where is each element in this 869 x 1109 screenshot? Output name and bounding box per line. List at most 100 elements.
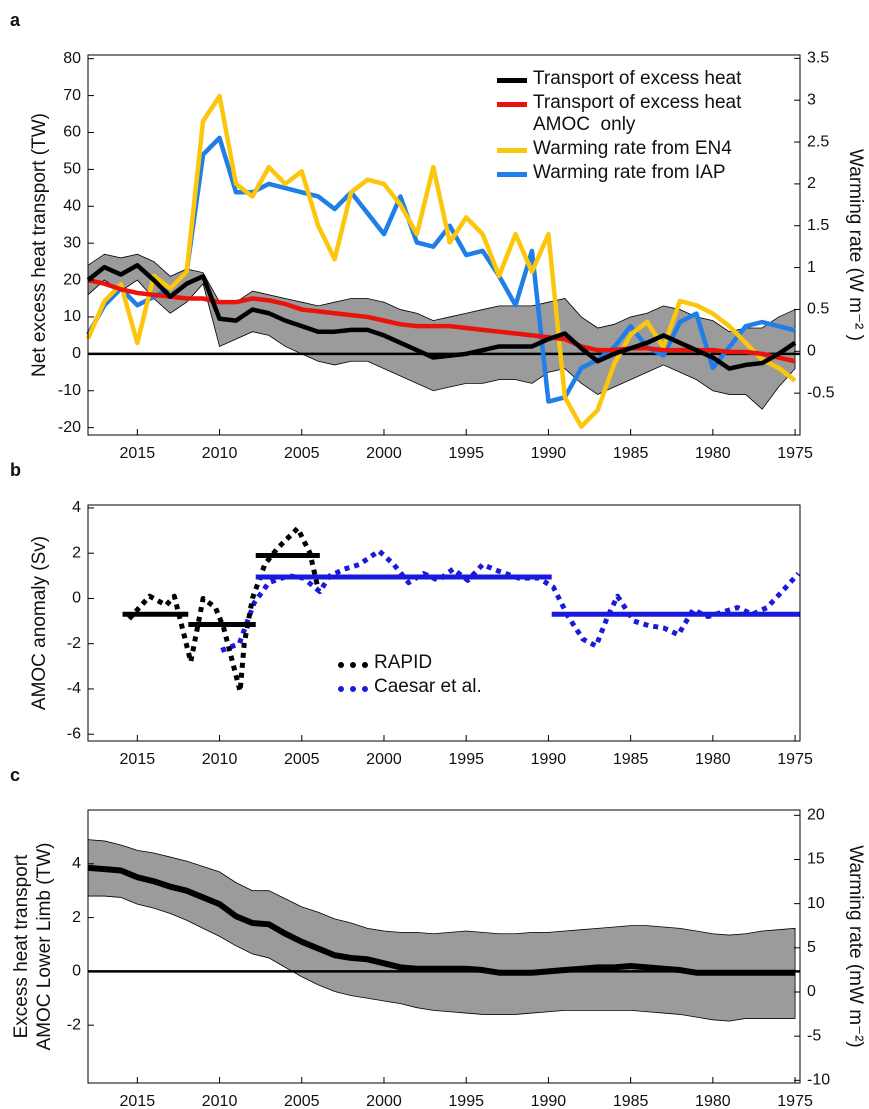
x-tick-label: 1990	[531, 751, 567, 768]
y-tick-label: 2	[72, 544, 81, 561]
x-tick-label: 1995	[448, 445, 484, 462]
uncertainty-band	[87, 839, 796, 1022]
x-tick-label: 2010	[202, 445, 238, 462]
legend: RAPID Caesar et al.	[338, 652, 482, 700]
series-line	[86, 135, 796, 404]
y-tick-label: 0	[72, 590, 81, 607]
x-tick-label: 1990	[531, 445, 567, 462]
series-line	[220, 548, 801, 653]
y2-tick-label: -10	[807, 1072, 830, 1089]
y2-tick-label: 0	[807, 983, 816, 1000]
y-tick-label: -10	[58, 382, 81, 399]
legend: Transport of excess heat Transport of exc…	[497, 68, 741, 186]
swatch	[497, 102, 527, 107]
plot-frame	[87, 54, 801, 436]
y2-tick-label: 0	[807, 343, 816, 360]
x-tick-label: 2015	[120, 445, 156, 462]
label: Warming rate from EN4	[533, 138, 732, 159]
label: Caesar et al.	[374, 676, 482, 697]
x-tick-label: 1975	[777, 1093, 813, 1109]
y2-tick-label: 20	[807, 807, 825, 824]
y2-tick-label: 0.5	[807, 301, 829, 318]
y2-tick-label: 3	[807, 91, 816, 108]
y2-tick-label: 2.5	[807, 133, 829, 150]
y2-tick-label: 1.5	[807, 217, 829, 234]
x-tick-label: 1985	[613, 1093, 649, 1109]
y2-tick-label: 5	[807, 939, 816, 956]
x-tick-label: 2010	[202, 1093, 238, 1109]
plot-frame	[87, 504, 801, 742]
y-tick-label: -2	[67, 1016, 81, 1033]
y-tick-label: 40	[63, 197, 81, 214]
entry: Transport of excess heat	[497, 68, 741, 90]
y-tick-label: 20	[63, 271, 81, 288]
x-tick-label: 1980	[695, 445, 731, 462]
y-tick-label: 0	[72, 345, 81, 362]
y-axis-label: Net excess heat transport (TW)	[29, 113, 50, 377]
x-tick-label: 2010	[202, 751, 238, 768]
plot-frame	[87, 809, 801, 1084]
y-tick-label: 2	[72, 909, 81, 926]
swatch	[497, 172, 527, 177]
y-tick-label: 60	[63, 124, 81, 141]
entry: RAPID	[338, 652, 482, 674]
swatch	[338, 686, 368, 692]
label: RAPID	[374, 652, 433, 673]
x-tick-label: 2015	[120, 751, 156, 768]
x-tick-label: 2005	[284, 751, 320, 768]
y2-tick-label: -5	[807, 1027, 821, 1044]
x-tick-label: 1975	[777, 445, 813, 462]
x-tick-label: 2005	[284, 1093, 320, 1109]
entry: Caesar et al.	[338, 676, 482, 698]
y2-axis-label: Warming rate (mW m⁻²)	[845, 845, 866, 1047]
panel-label: c	[10, 765, 20, 785]
y-tick-label: 4	[72, 855, 81, 872]
series-line	[87, 864, 796, 976]
label: Warming rate from IAP	[533, 162, 726, 183]
x-tick-label: 1985	[613, 751, 649, 768]
panel-label: b	[10, 460, 21, 480]
y-tick-label: -6	[67, 725, 81, 742]
x-tick-label: 2000	[366, 445, 402, 462]
x-tick-label: 1990	[531, 1093, 567, 1109]
uncertainty-band	[87, 253, 796, 410]
y-tick-label: 80	[63, 50, 81, 67]
x-tick-label: 1975	[777, 751, 813, 768]
y2-tick-label: 3.5	[807, 50, 829, 67]
entry: Transport of excess heat AMOC only	[497, 92, 741, 136]
y-tick-label: -20	[58, 419, 81, 436]
label: Transport of excess heat AMOC only	[533, 92, 742, 135]
entry: Warming rate from IAP	[497, 162, 741, 184]
x-tick-label: 2015	[120, 1093, 156, 1109]
entry: Warming rate from EN4	[497, 138, 741, 160]
y2-tick-label: -0.5	[807, 384, 835, 401]
swatch	[497, 78, 527, 83]
x-tick-label: 1995	[448, 1093, 484, 1109]
panel-label: a	[10, 10, 21, 30]
y-tick-label: 30	[63, 234, 81, 251]
series-line	[87, 277, 796, 364]
y-tick-label: 4	[72, 499, 81, 516]
y-axis-label: Excess heat transport	[11, 854, 32, 1038]
x-tick-label: 1995	[448, 751, 484, 768]
x-tick-label: 2000	[366, 751, 402, 768]
y-tick-label: -2	[67, 635, 81, 652]
series-line	[86, 263, 797, 371]
x-tick-label: 1980	[695, 751, 731, 768]
series-line	[85, 93, 797, 429]
series-line	[127, 525, 321, 694]
y-tick-label: -4	[67, 680, 81, 697]
y-tick-label: 70	[63, 87, 81, 104]
y2-axis-label: Warming rate (W m⁻² )	[845, 149, 866, 341]
y-axis-label: AMOC anomaly (Sv)	[29, 536, 50, 710]
y-axis-label: AMOC Lower Limb (TW)	[34, 843, 55, 1051]
y2-tick-label: 10	[807, 895, 825, 912]
label: Transport of excess heat	[533, 68, 742, 89]
swatch	[338, 662, 368, 668]
x-tick-label: 2000	[366, 1093, 402, 1109]
y2-tick-label: 2	[807, 175, 816, 192]
x-tick-label: 1980	[695, 1093, 731, 1109]
y-tick-label: 0	[72, 963, 81, 980]
y-tick-label: 50	[63, 161, 81, 178]
